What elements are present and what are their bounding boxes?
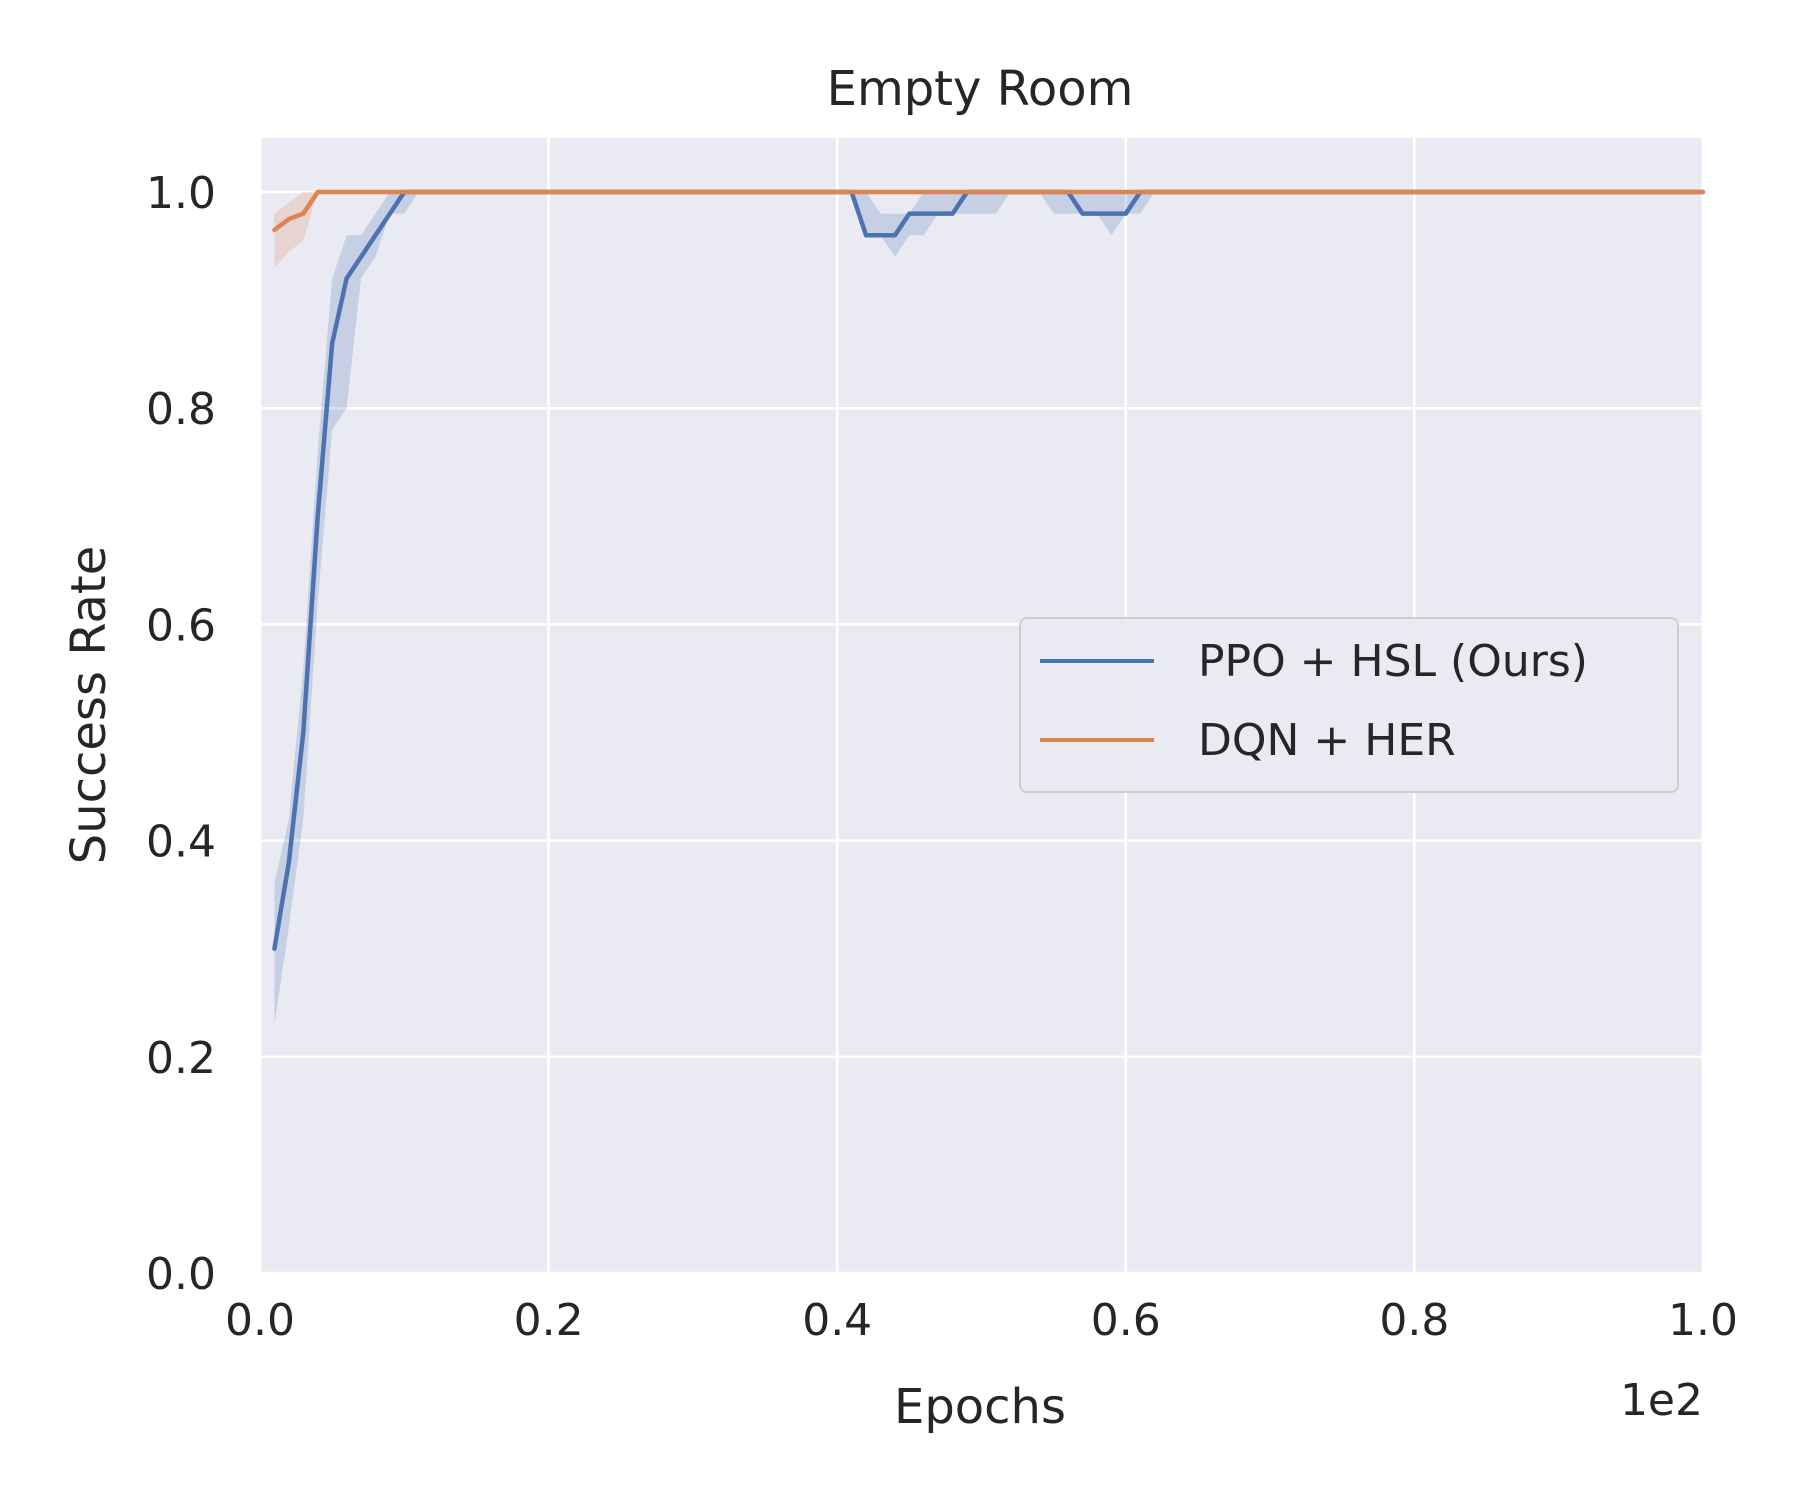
x-tick-label: 0.6 xyxy=(1091,1295,1161,1346)
legend: PPO + HSL (Ours) DQN + HER xyxy=(1019,617,1679,793)
legend-label-ppo: PPO + HSL (Ours) xyxy=(1198,636,1588,687)
series-line-dqn xyxy=(272,189,1706,233)
series-lines xyxy=(272,189,1706,951)
chart-title: Empty Room xyxy=(827,61,1134,117)
y-tick-label: 0.0 xyxy=(146,1249,216,1300)
x-tick-label: 0.2 xyxy=(514,1295,584,1346)
y-tick-label: 0.6 xyxy=(146,600,216,651)
series-line-ppo xyxy=(272,189,1706,951)
x-tick-labels: 0.0 0.2 0.4 0.6 0.8 1.0 xyxy=(225,1295,1738,1346)
y-tick-label: 1.0 xyxy=(146,168,216,219)
x-tick-label: 1.0 xyxy=(1668,1295,1738,1346)
x-tick-label: 0.0 xyxy=(225,1295,295,1346)
legend-label-dqn: DQN + HER xyxy=(1198,715,1456,766)
y-tick-label: 0.4 xyxy=(146,817,216,868)
x-axis-offset-label: 1e2 xyxy=(1620,1375,1703,1426)
legend-box xyxy=(1019,617,1679,793)
x-tick-label: 0.4 xyxy=(802,1295,872,1346)
y-tick-labels: 0.0 0.2 0.4 0.6 0.8 1.0 xyxy=(146,168,216,1300)
y-tick-label: 0.8 xyxy=(146,384,216,435)
x-tick-label: 0.8 xyxy=(1379,1295,1449,1346)
y-axis-label: Success Rate xyxy=(61,546,117,865)
x-axis-label: Epochs xyxy=(894,1379,1066,1435)
y-tick-label: 0.2 xyxy=(146,1033,216,1084)
